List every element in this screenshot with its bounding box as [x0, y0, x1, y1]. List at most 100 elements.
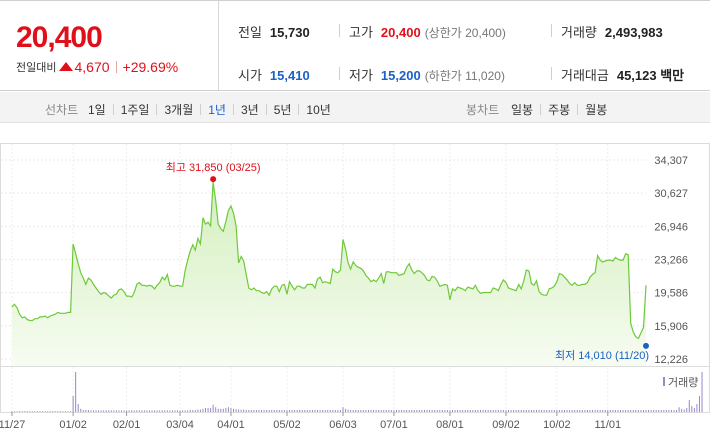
- tab-weekly[interactable]: 주봉: [548, 103, 571, 117]
- volume-bar: [47, 411, 49, 412]
- volume-bar: [655, 410, 657, 412]
- volume-bar: [148, 410, 150, 412]
- divider: [551, 24, 552, 37]
- change-separator: [115, 61, 117, 73]
- high-price: 고가 20,400 (상한가 20,400): [349, 22, 506, 41]
- volume-bar: [72, 396, 74, 412]
- volume-bar: [136, 410, 138, 412]
- volume-bar: [296, 410, 298, 412]
- volume-bar: [329, 410, 331, 412]
- volume-bar: [650, 410, 652, 412]
- volume-bar: [648, 410, 650, 412]
- volume-bar: [220, 408, 222, 412]
- up-arrow-icon: [59, 61, 74, 71]
- tab-monthly[interactable]: 월봉: [585, 103, 608, 117]
- volume-bar: [441, 410, 443, 412]
- volume-bar: [141, 410, 143, 412]
- volume-bar: [118, 410, 120, 412]
- tab-10y[interactable]: 10년: [306, 103, 331, 117]
- volume-bar: [299, 410, 301, 412]
- tab-daily[interactable]: 일봉: [511, 103, 534, 117]
- volume-bar: [676, 410, 678, 412]
- volume-bar: [92, 410, 94, 412]
- volume-bar: [564, 410, 566, 412]
- volume-bar: [370, 410, 372, 412]
- period-tabs: 1일 1주일 3개월 1년 3년 5년 10년: [88, 101, 331, 118]
- volume-bar: [581, 410, 583, 412]
- tab-3y[interactable]: 3년: [240, 103, 259, 117]
- volume-bar: [187, 410, 189, 412]
- volume-bar: [546, 410, 548, 412]
- tab-1w[interactable]: 1주일: [120, 103, 150, 117]
- volume-bar: [693, 408, 695, 412]
- tab-separator: [265, 104, 267, 115]
- volume-bar: [75, 372, 77, 412]
- tab-separator: [232, 104, 234, 115]
- volume-bar: [487, 410, 489, 412]
- tab-5y[interactable]: 5년: [273, 103, 292, 117]
- volume-bar: [54, 411, 56, 412]
- volume-bar: [604, 410, 606, 412]
- y-tick-label: 26,946: [654, 221, 688, 233]
- volume-bar: [609, 410, 611, 412]
- volume-bar: [571, 410, 573, 412]
- volume-bar: [235, 409, 237, 412]
- volume-bar: [255, 410, 257, 412]
- volume-bar: [317, 410, 319, 412]
- volume-bar: [642, 410, 644, 412]
- volume-label: 거래량: [561, 25, 597, 40]
- tab-1y[interactable]: 1년: [208, 103, 226, 117]
- volume-bar: [250, 410, 252, 412]
- lower-limit: (하한가 11,020): [424, 69, 505, 83]
- volume-bar: [607, 410, 609, 412]
- volume-bar: [541, 410, 543, 412]
- volume-bar: [439, 410, 441, 412]
- volume-bar: [210, 408, 212, 412]
- volume-bar: [177, 410, 179, 412]
- current-price: 20,400: [16, 21, 103, 54]
- price-area: [12, 182, 646, 366]
- volume-bar: [530, 410, 532, 412]
- x-tick-label: 04/01: [217, 419, 245, 431]
- volume-bar: [505, 410, 507, 412]
- volume-bar: [479, 410, 481, 412]
- open-price-value: 15,410: [269, 68, 310, 83]
- tab-3m[interactable]: 3개월: [164, 103, 194, 117]
- volume-bar: [345, 408, 347, 412]
- volume-bar: [230, 408, 232, 412]
- min-point: [643, 342, 649, 349]
- volume-bar: [614, 410, 616, 412]
- volume-legend-swatch: [663, 377, 665, 386]
- volume-bar: [360, 410, 362, 412]
- volume-bar: [304, 410, 306, 412]
- volume-bar: [289, 410, 291, 412]
- volume-bar: [138, 410, 140, 412]
- volume-bar: [49, 411, 51, 412]
- volume-bar: [612, 410, 614, 412]
- volume-bar: [215, 407, 217, 412]
- volume-bar: [566, 410, 568, 412]
- volume-bar: [431, 410, 433, 412]
- volume-bar: [411, 410, 413, 412]
- volume-bar: [82, 410, 84, 412]
- volume-bar: [569, 410, 571, 412]
- volume-bar: [31, 411, 33, 412]
- volume-bar: [454, 410, 456, 412]
- prev-close: 전일 15,730: [238, 22, 310, 41]
- volume-bar: [151, 410, 153, 412]
- volume-bar: [681, 408, 683, 412]
- volume-bar: [16, 411, 18, 412]
- volume-bar: [658, 410, 660, 412]
- x-tick-label: 01/02: [59, 419, 87, 431]
- volume-bar: [388, 410, 390, 412]
- turnover-stat: 거래대금 45,123 백만: [561, 65, 684, 84]
- volume-bar: [373, 410, 375, 412]
- tab-1d[interactable]: 1일: [88, 103, 106, 117]
- volume-bar: [551, 410, 553, 412]
- volume-bar: [385, 410, 387, 412]
- volume-bar: [423, 410, 425, 412]
- volume-bar: [421, 410, 423, 412]
- y-tick-label: 23,266: [654, 255, 688, 267]
- volume-bar: [691, 406, 693, 412]
